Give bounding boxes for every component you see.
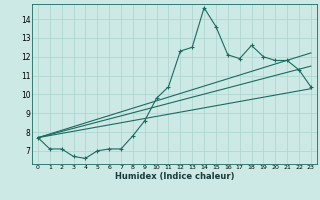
X-axis label: Humidex (Indice chaleur): Humidex (Indice chaleur) xyxy=(115,172,234,181)
